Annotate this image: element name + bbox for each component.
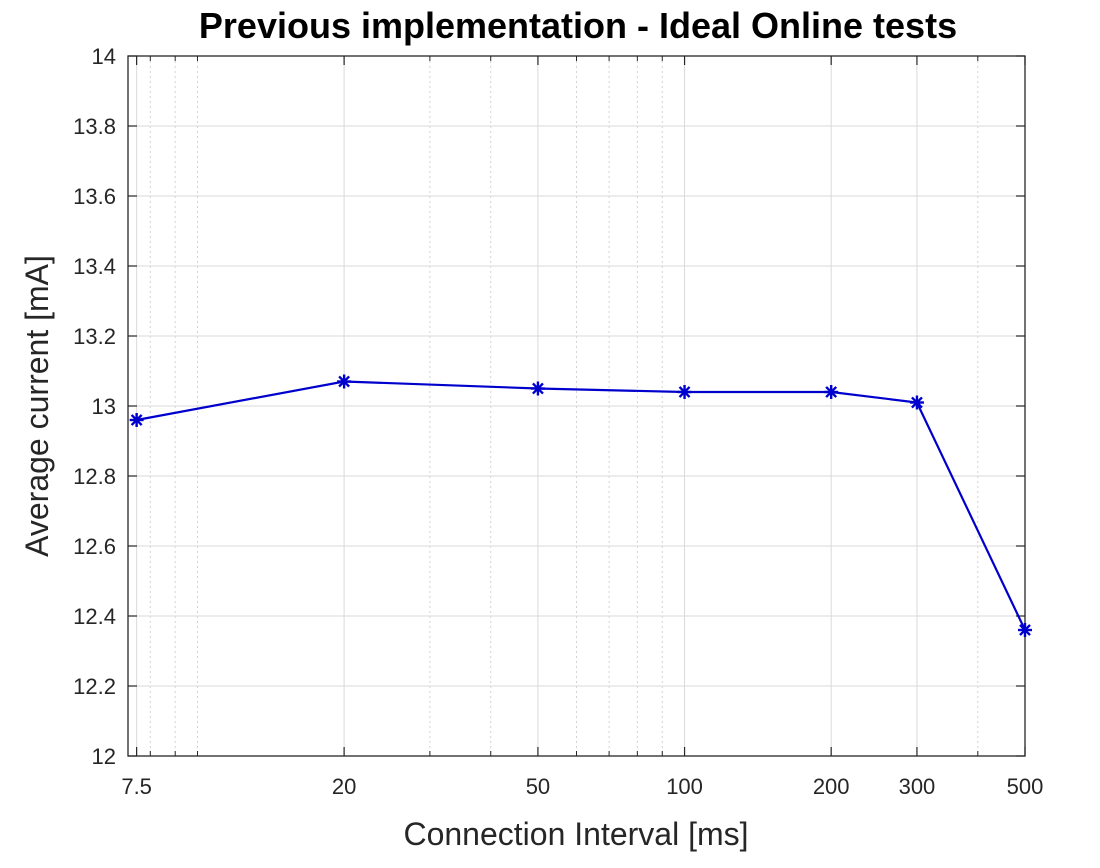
x-tick-label: 500	[1007, 774, 1044, 799]
data-point-marker	[1018, 623, 1032, 637]
x-tick-label: 200	[813, 774, 850, 799]
x-tick-label: 20	[332, 774, 356, 799]
series-line-path	[136, 380, 1026, 631]
y-tick-label: 13.8	[73, 114, 116, 139]
grid	[128, 55, 1026, 757]
data-point-marker	[677, 385, 692, 399]
y-tick-label: 13.6	[73, 184, 116, 209]
y-tick-label: 13.2	[73, 324, 116, 349]
x-tick-label: 50	[526, 774, 550, 799]
y-tick-label: 12.8	[73, 464, 116, 489]
y-tick-label: 14	[92, 44, 116, 69]
y-tick-label: 13	[92, 394, 116, 419]
y-axis-label: Average current [mA]	[19, 255, 55, 557]
y-tick-label: 12	[92, 744, 116, 769]
y-tick-label: 13.4	[73, 254, 116, 279]
x-axis-label: Connection Interval [ms]	[403, 816, 748, 852]
y-tick-label: 12.4	[73, 604, 116, 629]
y-tick-label: 12.6	[73, 534, 116, 559]
data-point-marker	[530, 381, 545, 396]
y-tick-label: 12.2	[73, 674, 116, 699]
data-point-marker	[129, 413, 144, 427]
series-line	[136, 380, 1026, 631]
x-tick-label: 7.5	[121, 774, 152, 799]
data-point-marker	[337, 374, 352, 389]
x-tick-label: 100	[666, 774, 703, 799]
axis-ticks: 7.5 20 50 100 200 300 500 12 12.2 12.4 12.6 12.8 13 1…	[73, 44, 1043, 799]
data-point-marker	[824, 385, 839, 399]
x-tick-label: 300	[899, 774, 936, 799]
series-markers	[129, 374, 1032, 637]
chart-title: Previous implementation - Ideal Online t…	[199, 5, 957, 46]
data-point-marker	[909, 395, 924, 410]
